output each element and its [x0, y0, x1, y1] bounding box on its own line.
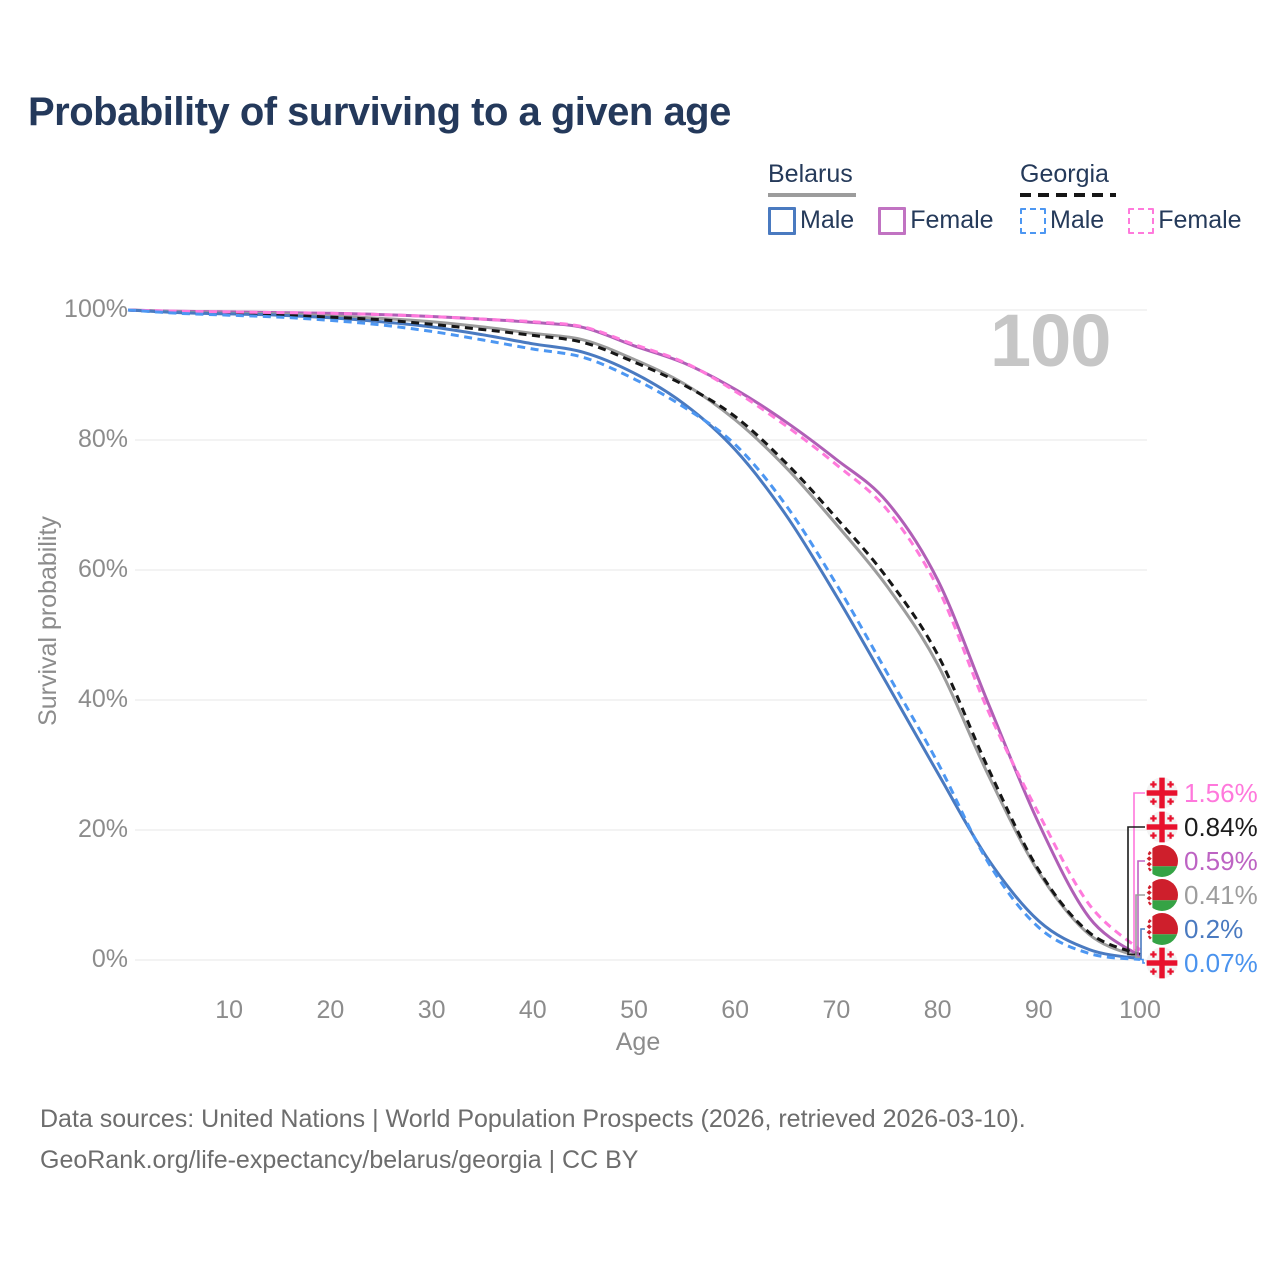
- y-tick-20: 20%: [77, 815, 128, 843]
- georgia-flag-icon: [1146, 777, 1178, 809]
- page-title: Probability of surviving to a given age: [28, 90, 731, 134]
- curve-georgia-female: [127, 308, 1142, 952]
- end-value: 0.41%: [1184, 879, 1258, 910]
- x-tick-50: 50: [620, 996, 648, 1024]
- georgia-flag-icon: [1146, 947, 1178, 979]
- georgia-flag: [1146, 947, 1178, 979]
- end-label-georgia-total: 0.84%: [1146, 810, 1258, 844]
- x-tick-90: 90: [1024, 996, 1053, 1024]
- end-value: 1.56%: [1184, 777, 1258, 808]
- georgia-flag-icon: [1146, 811, 1178, 843]
- end-label-belarus-male: 0.2%: [1146, 912, 1243, 946]
- legend-swatch-georgia-male[interactable]: [1020, 207, 1046, 234]
- x-tick-10: 10: [215, 996, 244, 1024]
- belarus-line-style-sample: [768, 193, 856, 197]
- legend-label-georgia-male[interactable]: Male: [1050, 206, 1105, 234]
- legend-country-georgia[interactable]: Georgia: [1020, 160, 1109, 188]
- belarus-flag-icon: [1146, 879, 1178, 911]
- legend-country-belarus[interactable]: Belarus: [768, 160, 853, 188]
- connector-belarus-female: [1137, 860, 1145, 957]
- end-label-belarus-female: 0.59%: [1146, 844, 1258, 878]
- y-tick-40: 40%: [77, 685, 128, 713]
- y-tick-80: 80%: [77, 425, 128, 453]
- connector-georgia-female: [1133, 792, 1145, 951]
- x-axis-title: Age: [615, 1028, 661, 1056]
- legend-swatch-georgia-female[interactable]: [1128, 207, 1155, 234]
- y-tick-60: 60%: [77, 555, 128, 583]
- connector-georgia-male: [1140, 958, 1145, 964]
- belarus-flag-icon: [1146, 845, 1178, 877]
- x-tick-100: 100: [1119, 996, 1161, 1024]
- legend-label-belarus-female[interactable]: Female: [910, 206, 994, 234]
- current-age-watermark: 100: [990, 299, 1111, 382]
- georgia-flag: [1146, 777, 1178, 809]
- connector-georgia-total: [1127, 826, 1145, 956]
- x-tick-40: 40: [518, 996, 547, 1024]
- legend-label-georgia-female[interactable]: Female: [1158, 206, 1242, 234]
- x-tick-20: 20: [316, 996, 345, 1024]
- end-value: 0.2%: [1184, 913, 1244, 944]
- legend-label-belarus-male[interactable]: Male: [800, 206, 855, 234]
- legend-group-belarus: Belarus Male Female: [768, 160, 994, 235]
- footer-link: GeoRank.org/life-expectancy/belarus/geor…: [40, 1146, 639, 1174]
- x-tick-70: 70: [822, 996, 851, 1024]
- y-tick-0: 0%: [91, 945, 128, 973]
- legend-group-georgia: Georgia Male Female: [1020, 160, 1242, 235]
- y-tick-100: 100%: [64, 295, 128, 323]
- belarus-flag: [1146, 913, 1178, 945]
- x-tick-60: 60: [721, 996, 750, 1024]
- belarus-flag-icon: [1146, 913, 1178, 945]
- connector-belarus-male: [1140, 928, 1145, 960]
- end-label-belarus-total: 0.41%: [1146, 878, 1258, 912]
- curve-georgia-total: [127, 308, 1141, 956]
- x-tick-30: 30: [417, 996, 446, 1024]
- georgia-flag: [1146, 811, 1178, 843]
- belarus-flag: [1146, 845, 1178, 877]
- x-tick-80: 80: [923, 996, 952, 1024]
- end-value: 0.07%: [1184, 947, 1258, 978]
- y-axis-title: Survival probability: [34, 516, 62, 726]
- legend-swatch-belarus-female[interactable]: [878, 206, 907, 235]
- georgia-line-style-sample: [1020, 193, 1116, 197]
- end-value: 0.84%: [1184, 811, 1258, 842]
- footer-sources: Data sources: United Nations | World Pop…: [40, 1105, 1026, 1133]
- belarus-flag: [1146, 879, 1178, 911]
- end-value: 0.59%: [1184, 845, 1258, 876]
- end-label-georgia-female: 1.56%: [1146, 776, 1258, 810]
- footer: Data sources: United Nations | World Pop…: [40, 1099, 1026, 1181]
- connector-belarus-total: [1135, 894, 1145, 959]
- legend-swatch-belarus-male[interactable]: [768, 206, 796, 235]
- curve-georgia-male: [127, 308, 1141, 961]
- end-label-georgia-male: 0.07%: [1146, 946, 1258, 980]
